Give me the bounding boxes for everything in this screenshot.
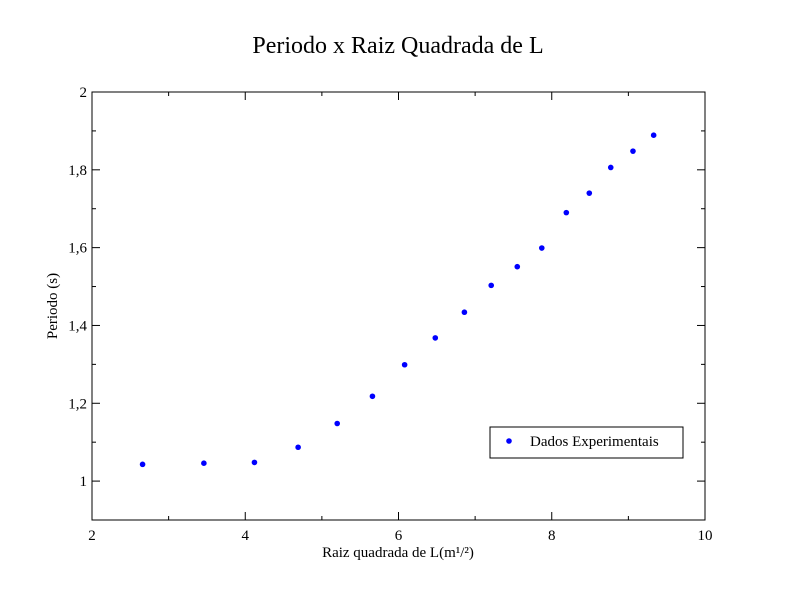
data-point: [538, 245, 545, 251]
x-tick-label: 8: [548, 528, 556, 544]
legend-box: [489, 426, 684, 459]
data-point: [432, 335, 439, 341]
data-point: [586, 190, 593, 196]
data-point: [369, 393, 376, 400]
y-tick-label: 1,8: [68, 163, 87, 179]
data-point: [334, 420, 341, 427]
legend: Dados Experimentais: [489, 426, 684, 459]
data-point: [251, 459, 258, 466]
x-tick-label: 4: [242, 528, 250, 544]
data-point: [201, 460, 207, 466]
legend-marker: [506, 438, 512, 444]
y-axis-label: Periodo (s): [45, 273, 61, 339]
y-tick-label: 1,4: [68, 318, 87, 334]
x-tick-label: 10: [698, 528, 713, 544]
data-point: [401, 361, 408, 368]
y-tick-label: 1: [80, 474, 88, 490]
y-tick-label: 2: [80, 85, 88, 101]
x-axis-label: Raiz quadrada de L(m¹/²): [322, 545, 474, 561]
x-tick-label: 2: [88, 528, 96, 544]
data-point: [461, 309, 468, 316]
y-tick-label: 1,2: [68, 396, 87, 412]
plot-area: 2 4 6 8 10 1 1,2 1,4 1,6 1,8 2: [68, 85, 712, 544]
data-point: [295, 444, 301, 451]
data-point: [630, 148, 636, 154]
y-tick-label: 1,6: [68, 241, 87, 257]
data-point: [514, 263, 521, 270]
x-tick-label: 6: [395, 528, 403, 544]
data-point: [650, 132, 657, 138]
data-point: [607, 164, 614, 171]
chart-title: Periodo x Raiz Quadrada de L: [252, 33, 543, 59]
data-point: [139, 461, 146, 468]
data-point: [563, 209, 570, 216]
data-point: [488, 282, 495, 289]
legend-entry-label: Dados Experimentais: [530, 434, 659, 450]
